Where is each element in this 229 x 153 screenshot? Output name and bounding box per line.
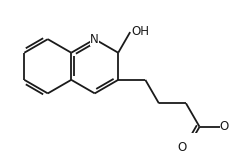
- Text: O: O: [220, 120, 229, 133]
- Text: N: N: [90, 33, 99, 46]
- Text: OH: OH: [132, 25, 150, 38]
- Text: O: O: [178, 141, 187, 153]
